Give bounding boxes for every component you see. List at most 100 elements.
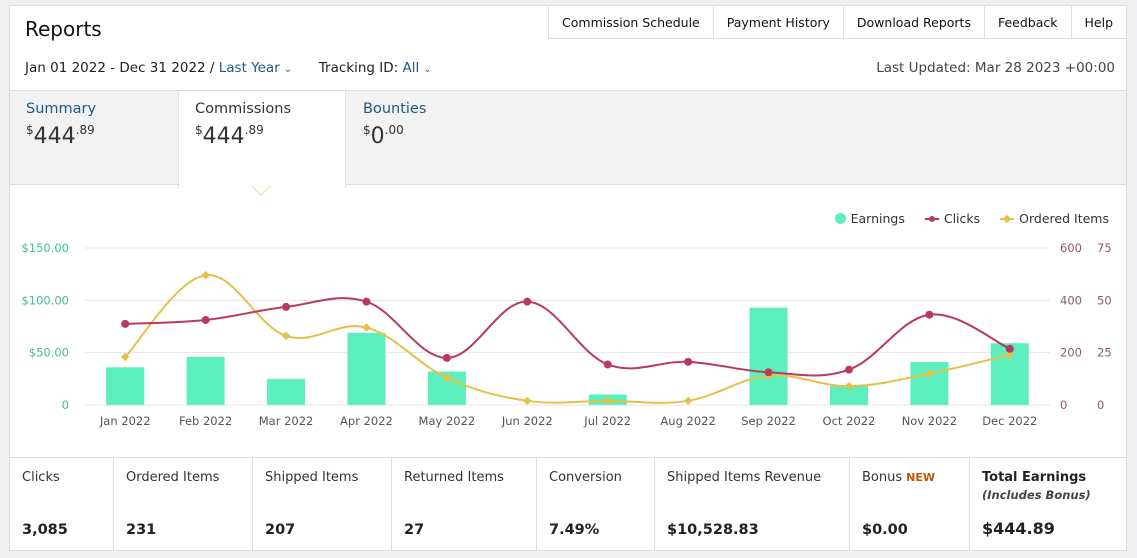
tracking-id-label: Tracking ID:	[318, 60, 399, 76]
ordered-items-point	[844, 381, 854, 391]
tracking-id-dropdown[interactable]: All ⌄	[402, 60, 431, 76]
legend-earnings-label: Earnings	[850, 211, 905, 226]
ordered-items-point	[281, 331, 291, 341]
stat-label: Returned Items	[404, 470, 504, 485]
y-left-tick-label: $100.00	[21, 293, 69, 307]
y-left-tick-label: $50.00	[29, 346, 69, 360]
report-filters: Jan 01 2022 - Dec 31 2022 / Last Year ⌄ T…	[25, 60, 432, 76]
stat-sublabel: (Includes Bonus)	[982, 488, 1091, 502]
stat-returned-items: Returned Items 27	[392, 458, 537, 551]
ordered-items-point	[523, 396, 532, 406]
chart-legend: Earnings Clicks Ordered Items	[834, 211, 1109, 226]
earnings-bar	[749, 307, 788, 405]
x-tick-label: Nov 2022	[902, 414, 957, 428]
tab-commissions-label: Commissions	[195, 101, 292, 117]
period-dropdown[interactable]: Last Year ⌄	[219, 60, 292, 76]
x-tick-label: Dec 2022	[982, 414, 1037, 428]
tab-bounties-amount: $0.00	[363, 123, 404, 149]
ordered-items-point	[120, 352, 130, 362]
ordered-items-point	[201, 270, 210, 280]
stat-bonus: Bonus NEW $0.00	[850, 458, 970, 551]
clicks-point	[844, 365, 853, 374]
legend-clicks[interactable]: Clicks	[924, 211, 981, 226]
payment-history-link[interactable]: Payment History	[713, 6, 844, 39]
y-right-inner-tick-label: 600	[1060, 241, 1082, 255]
clicks-point	[1005, 344, 1014, 353]
x-tick-label: Jun 2022	[501, 414, 553, 428]
tab-summary[interactable]: Summary $444.89	[10, 91, 180, 186]
stats-row: Clicks 3,085 Ordered Items 231 Shipped I…	[10, 457, 1126, 551]
clicks-point	[764, 368, 773, 377]
ordered-items-swatch	[1000, 214, 1015, 224]
y-right-inner-tick-label: 400	[1060, 293, 1082, 307]
stat-value: 231	[126, 522, 157, 538]
x-tick-label: Feb 2022	[179, 414, 232, 428]
chevron-down-icon: ⌄	[423, 64, 432, 75]
clicks-point	[121, 319, 130, 328]
stat-clicks: Clicks 3,085	[10, 458, 114, 551]
clicks-point	[362, 297, 371, 306]
x-tick-label: Aug 2022	[660, 414, 715, 428]
chevron-down-icon: ⌄	[283, 64, 293, 75]
commission-schedule-link[interactable]: Commission Schedule	[549, 6, 714, 39]
y-right-outer-tick-label: 75	[1097, 241, 1112, 255]
x-tick-label: Jan 2022	[99, 414, 151, 428]
tab-bounties[interactable]: Bounties $0.00	[347, 91, 517, 186]
new-badge: NEW	[906, 471, 935, 484]
legend-clicks-label: Clicks	[943, 211, 981, 226]
ordered-items-point	[362, 323, 371, 332]
clicks-point	[201, 315, 210, 324]
legend-earnings[interactable]: Earnings	[834, 211, 905, 226]
stat-label: Bonus NEW	[862, 470, 935, 485]
stat-ordered-items: Ordered Items 231	[114, 458, 253, 551]
earnings-chart: $150.00 600 75 $100.00 400 50 $50.00 200 25 0 0 0 Ja…	[10, 187, 1126, 457]
stat-value: 3,085	[22, 522, 68, 538]
stat-label: Ordered Items	[126, 470, 220, 485]
tab-summary-amount: $444.89	[26, 123, 95, 149]
chart-canvas: $150.00 600 75 $100.00 400 50 $50.00 200 25 0 0 0 Ja…	[21, 241, 1112, 428]
download-reports-link[interactable]: Download Reports	[843, 6, 985, 39]
period-label: Last Year	[218, 60, 280, 76]
stat-label: Conversion	[549, 470, 622, 485]
stat-value: $10,528.83	[667, 522, 759, 538]
y-right-outer-tick-label: 25	[1097, 346, 1112, 360]
clicks-point	[684, 357, 693, 366]
stat-conversion: Conversion 7.49%	[537, 458, 655, 551]
help-link[interactable]: Help	[1071, 6, 1126, 39]
stat-shipped-items-revenue: Shipped Items Revenue $10,528.83	[655, 458, 850, 551]
y-right-outer-tick-label: 0	[1097, 398, 1104, 412]
earnings-bar	[186, 356, 225, 405]
stat-label: Clicks	[22, 470, 60, 485]
clicks-point	[603, 360, 612, 369]
x-tick-label: Mar 2022	[259, 414, 314, 428]
stat-shipped-items: Shipped Items 207	[253, 458, 392, 551]
stat-label: Total Earnings	[982, 470, 1087, 485]
clicks-point	[282, 302, 291, 311]
y-right-outer-tick-label: 50	[1097, 293, 1112, 307]
feedback-link[interactable]: Feedback	[984, 6, 1072, 39]
earnings-bar	[910, 362, 949, 405]
stat-value: 207	[265, 522, 296, 538]
clicks-line	[125, 297, 1011, 377]
tab-commissions[interactable]: Commissions $444.89	[178, 91, 346, 188]
page-title: Reports	[25, 17, 102, 41]
last-updated: Last Updated: Mar 28 2023 +00:00	[876, 60, 1115, 76]
ordered-items-point	[683, 396, 693, 406]
date-range: Jan 01 2022 - Dec 31 2022 /	[25, 60, 215, 76]
tab-commissions-amount: $444.89	[195, 123, 264, 149]
y-left-tick-label: $150.00	[21, 241, 69, 255]
stat-value: 7.49%	[549, 522, 600, 538]
earnings-bar	[267, 378, 306, 405]
x-tick-label: Jul 2022	[583, 414, 631, 428]
y-right-inner-tick-label: 200	[1060, 346, 1082, 360]
clicks-point	[925, 310, 934, 319]
clicks-swatch	[924, 214, 939, 224]
ordered-items-line	[124, 274, 1011, 404]
legend-ordered-items[interactable]: Ordered Items	[1000, 211, 1109, 226]
tracking-id-value: All	[402, 60, 420, 76]
ordered-items-point	[442, 373, 452, 383]
x-tick-label: May 2022	[419, 414, 476, 428]
clicks-point	[442, 353, 451, 362]
legend-ordered-items-label: Ordered Items	[1019, 211, 1109, 226]
stat-value: 27	[404, 522, 425, 538]
